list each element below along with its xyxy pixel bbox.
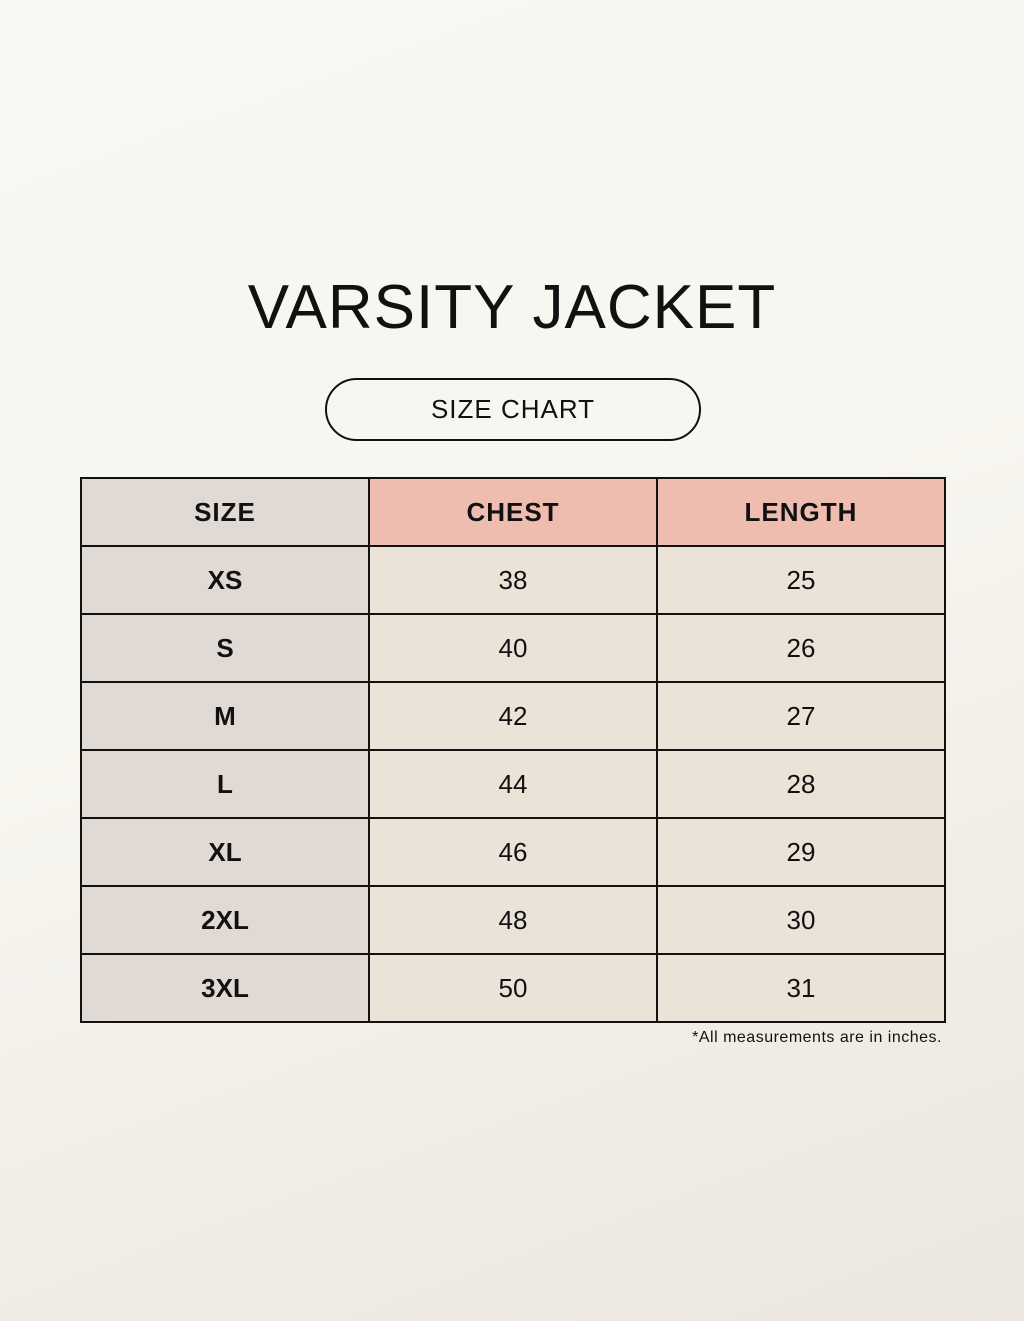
cell-length: 27 <box>656 681 946 751</box>
cell-length: 28 <box>656 749 946 819</box>
cell-length: 30 <box>656 885 946 955</box>
cell-length: 25 <box>656 545 946 615</box>
cell-chest: 50 <box>368 953 658 1023</box>
cell-size: L <box>80 749 370 819</box>
header-size: SIZE <box>80 477 370 547</box>
cell-length: 26 <box>656 613 946 683</box>
size-chart-label: SIZE CHART <box>325 378 701 441</box>
cell-length: 31 <box>656 953 946 1023</box>
table-header-row: SIZE CHEST LENGTH <box>80 477 946 547</box>
cell-chest: 46 <box>368 817 658 887</box>
cell-size: 3XL <box>80 953 370 1023</box>
cell-chest: 44 <box>368 749 658 819</box>
table-row: 3XL 50 31 <box>80 953 946 1023</box>
cell-chest: 48 <box>368 885 658 955</box>
header-chest: CHEST <box>368 477 658 547</box>
table-row: L 44 28 <box>80 749 946 819</box>
measurement-note: *All measurements are in inches. <box>692 1029 942 1046</box>
cell-size: XL <box>80 817 370 887</box>
cell-size: 2XL <box>80 885 370 955</box>
header-length: LENGTH <box>656 477 946 547</box>
cell-chest: 38 <box>368 545 658 615</box>
table-row: M 42 27 <box>80 681 946 751</box>
table-row: XL 46 29 <box>80 817 946 887</box>
cell-size: S <box>80 613 370 683</box>
table-row: S 40 26 <box>80 613 946 683</box>
table-row: 2XL 48 30 <box>80 885 946 955</box>
size-table: SIZE CHEST LENGTH XS 38 25 S 40 26 M 42 27 L 44 28 X… <box>80 477 946 1023</box>
page-title: VARSITY JACKET <box>247 273 777 342</box>
cell-size: XS <box>80 545 370 615</box>
table-row: XS 38 25 <box>80 545 946 615</box>
cell-length: 29 <box>656 817 946 887</box>
cell-chest: 42 <box>368 681 658 751</box>
cell-chest: 40 <box>368 613 658 683</box>
cell-size: M <box>80 681 370 751</box>
